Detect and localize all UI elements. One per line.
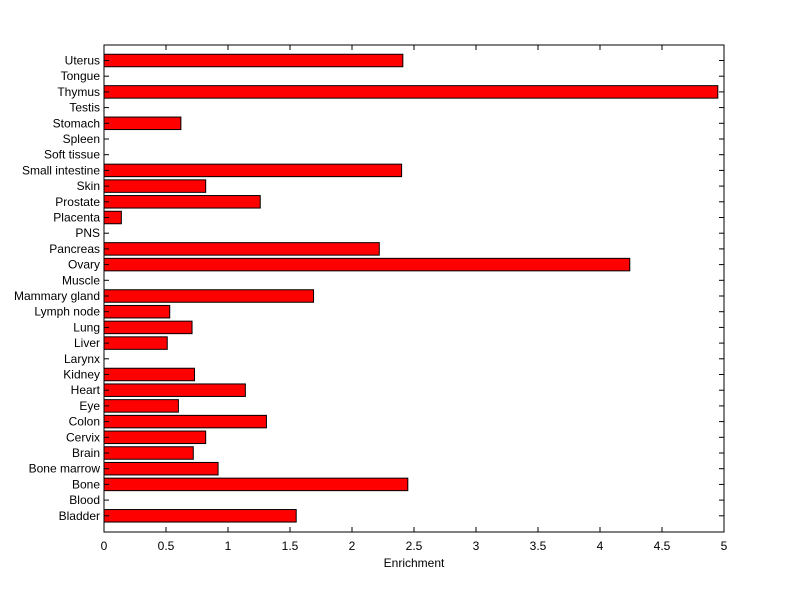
y-tick-label: Ovary: [68, 258, 100, 272]
bar-bladder: [103, 509, 297, 523]
x-tick-label: 3.5: [530, 539, 547, 553]
y-tick-label: Bone marrow: [29, 462, 101, 476]
x-tick-label: 4: [597, 539, 604, 553]
y-tick-label: Mammary gland: [14, 289, 100, 303]
y-tick-label: Thymus: [57, 85, 100, 99]
bar-brain: [103, 446, 194, 460]
bar-thymus: [103, 85, 719, 99]
y-tick-label: Pancreas: [49, 242, 100, 256]
y-tick-label: Eye: [79, 399, 100, 413]
y-tick-label: Lung: [73, 320, 100, 334]
bar-bone: [103, 477, 409, 492]
y-tick-label: Blood: [69, 493, 100, 507]
bar-kidney: [103, 367, 196, 382]
bar-eye: [103, 399, 179, 413]
x-tick-label: 1.5: [282, 539, 299, 553]
y-tick-label: Skin: [77, 179, 100, 193]
x-tick-label: 3: [473, 539, 480, 553]
plot-frame: [103, 44, 725, 533]
bar-skin: [103, 179, 207, 193]
bar-pancreas: [103, 242, 380, 256]
bar-lung: [103, 320, 193, 335]
x-tick-label: 0: [101, 539, 108, 553]
bar-colon: [103, 414, 267, 429]
y-tick-label: PNS: [75, 226, 100, 240]
y-tick-label: Bladder: [59, 509, 100, 523]
plot-area: [104, 45, 724, 532]
y-tick-label: Placenta: [53, 211, 100, 225]
x-tick-label: 0.5: [158, 539, 175, 553]
y-tick-label: Prostate: [55, 195, 100, 209]
y-tick-label: Uterus: [65, 54, 100, 68]
y-tick-label: Soft tissue: [44, 148, 100, 162]
y-tick-label: Heart: [71, 383, 101, 397]
bar-heart: [103, 383, 246, 397]
x-tick-label: 2.5: [406, 539, 423, 553]
bar-small-intestine: [103, 163, 403, 178]
bar-bone-marrow: [103, 461, 219, 476]
bar-prostate: [103, 195, 261, 209]
bar-ovary: [103, 257, 631, 272]
x-axis-label: Enrichment: [384, 556, 445, 570]
bar-stomach: [103, 116, 182, 131]
bar-mammary-gland: [103, 289, 315, 303]
bar-lymph-node: [103, 304, 171, 319]
y-tick-label: Muscle: [62, 273, 100, 287]
y-tick-label: Small intestine: [22, 163, 100, 177]
y-tick-label: Tongue: [61, 69, 101, 83]
bar-liver: [103, 336, 168, 350]
y-tick-label: Spleen: [63, 132, 100, 146]
y-tick-label: Brain: [72, 446, 100, 460]
x-tick-label: 5: [721, 539, 728, 553]
y-tick-label: Lymph node: [34, 305, 100, 319]
y-tick-label: Colon: [69, 415, 100, 429]
bar-cervix: [103, 430, 207, 445]
x-tick-label: 1: [225, 539, 232, 553]
x-tick-label: 4.5: [654, 539, 671, 553]
y-tick-label: Testis: [69, 101, 100, 115]
y-tick-label: Stomach: [53, 116, 100, 130]
y-tick-label: Cervix: [66, 430, 100, 444]
y-tick-label: Larynx: [64, 352, 100, 366]
y-tick-label: Kidney: [63, 368, 100, 382]
x-tick-label: 2: [349, 539, 356, 553]
y-tick-label: Liver: [74, 336, 100, 350]
y-tick-label: Bone: [72, 477, 100, 491]
bar-uterus: [103, 53, 404, 68]
